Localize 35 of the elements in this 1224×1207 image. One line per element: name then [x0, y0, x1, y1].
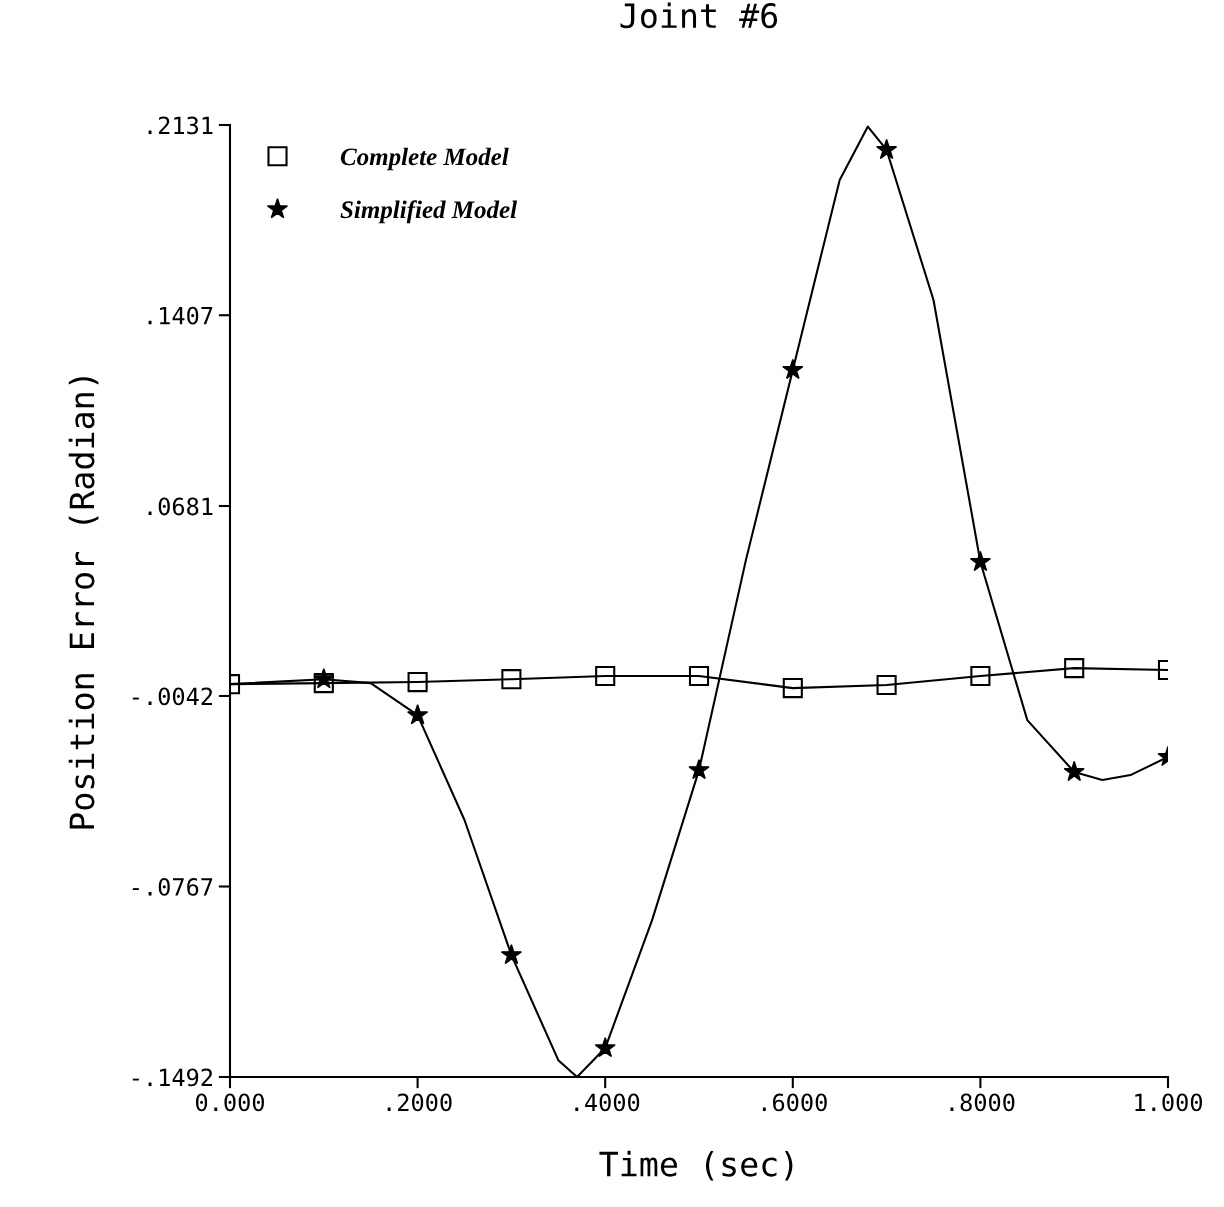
point — [1063, 760, 1085, 782]
point — [688, 665, 710, 687]
legend-label: Complete Model — [340, 147, 509, 171]
legend-label: Simplified Model — [340, 200, 518, 224]
point — [406, 704, 429, 725]
point — [595, 665, 616, 687]
x-tick-label: .8000 — [950, 1093, 1015, 1112]
point — [500, 943, 523, 965]
point — [313, 668, 335, 689]
point — [594, 1036, 616, 1058]
point — [782, 358, 804, 380]
point — [313, 673, 334, 694]
y-tick-label: .0681 — [148, 497, 213, 516]
x-tick-label: .2000 — [387, 1093, 452, 1112]
y-axis-title: Position Error (Radian) — [68, 377, 99, 829]
x-tick-label: .4000 — [575, 1093, 640, 1112]
point — [876, 674, 897, 696]
point — [501, 669, 522, 690]
point — [688, 758, 710, 780]
point — [782, 678, 803, 699]
point — [407, 672, 428, 693]
x-tick-label: .6000 — [762, 1093, 827, 1112]
y-tick-label: -.0767 — [132, 878, 213, 896]
y-tick-label: -.0042 — [132, 687, 213, 706]
y-tick-label: -.1492 — [132, 1068, 213, 1087]
y-tick-label: .2131 — [148, 116, 213, 135]
point — [1064, 658, 1085, 679]
x-tick-label: 1.000 — [1135, 1093, 1203, 1112]
chart-title: Joint #6 — [620, 2, 778, 29]
point — [969, 550, 992, 572]
x-tick-label: 0.000 — [196, 1093, 265, 1112]
x-axis-title: Time (sec) — [599, 1150, 793, 1181]
point — [970, 665, 991, 687]
point — [875, 138, 898, 160]
y-tick-label: .1407 — [148, 306, 213, 325]
